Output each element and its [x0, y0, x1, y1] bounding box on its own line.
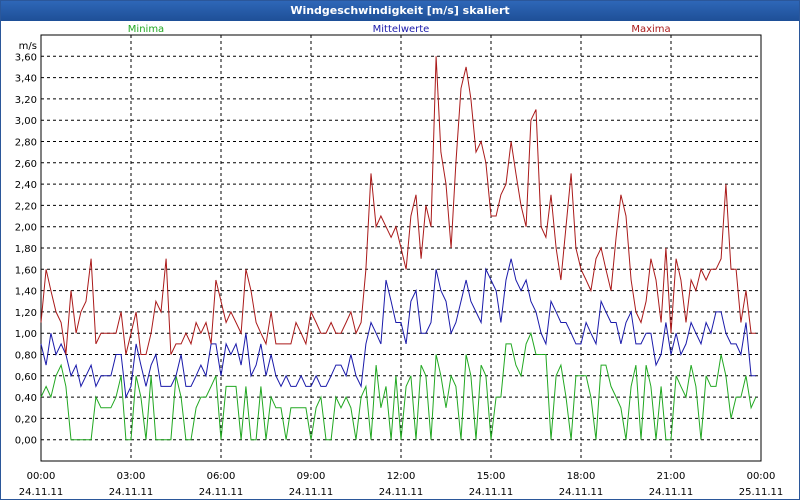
x-tick-date: 24.11.11	[199, 487, 244, 498]
x-tick-date: 24.11.11	[559, 487, 604, 498]
legend-maxima: Maxima	[631, 24, 670, 35]
x-tick-time: 18:00	[567, 471, 596, 482]
y-tick-label: 2,60	[15, 159, 37, 170]
x-tick-time: 15:00	[477, 471, 506, 482]
series-lines	[40, 56, 757, 441]
x-tick-time: 00:00	[747, 471, 776, 482]
y-tick-label: 3,40	[15, 74, 37, 85]
y-tick-label: 1,40	[15, 287, 37, 298]
x-tick-time: 06:00	[207, 471, 236, 482]
y-tick-label: 3,00	[15, 116, 37, 127]
chart-area: 0,00 0,20 0,40 0,60 0,80 1,00 1,20 1,40 1,60 1,80…	[15, 24, 784, 498]
x-tick-time: 12:00	[387, 471, 416, 482]
y-tick-label: 2,20	[15, 201, 37, 212]
y-tick-label: 1,60	[15, 265, 37, 276]
y-tick-label: 2,40	[15, 180, 37, 191]
y-tick-label: 3,60	[15, 52, 37, 63]
series-line-minima	[40, 331, 757, 441]
x-tick-date: 24.11.11	[649, 487, 694, 498]
legend-mittelwerte: Mittelwerte	[373, 24, 430, 35]
x-tick-time: 00:00	[27, 471, 56, 482]
x-tick-time: 21:00	[657, 471, 686, 482]
y-axis-label: m/s	[19, 41, 37, 52]
x-tick-date: 24.11.11	[109, 487, 154, 498]
y-tick-label: 1,80	[15, 244, 37, 255]
y-tick-label: 0,00	[15, 436, 37, 447]
x-tick-date: 24.11.11	[379, 487, 424, 498]
x-tick-date: 24.11.11	[469, 487, 514, 498]
y-axis: 0,00 0,20 0,40 0,60 0,80 1,00 1,20 1,40 1,60 1,80…	[15, 41, 37, 447]
y-tick-label: 0,40	[15, 393, 37, 404]
y-tick-label: 0,80	[15, 351, 37, 362]
y-tick-label: 0,20	[15, 414, 37, 425]
series-line-mittelwerte	[40, 258, 756, 399]
y-tick-label: 3,20	[15, 95, 37, 106]
x-tick-time: 03:00	[117, 471, 146, 482]
x-tick-date: 24.11.11	[289, 487, 334, 498]
grid	[40, 34, 762, 462]
y-tick-label: 2,80	[15, 138, 37, 149]
window-title: Windgeschwindigkeit [m/s] skaliert	[1, 1, 799, 21]
y-tick-label: 1,00	[15, 329, 37, 340]
x-axis: 00:00 24.11.11 03:00 24.11.11 06:00 24.11.11 0…	[19, 471, 784, 498]
legend: Minima Mittelwerte Maxima	[128, 24, 671, 35]
x-tick-time: 09:00	[297, 471, 326, 482]
series-line-maxima	[40, 56, 756, 355]
y-tick-label: 1,20	[15, 308, 37, 319]
y-tick-label: 0,60	[15, 372, 37, 383]
y-tick-label: 2,00	[15, 223, 37, 234]
x-tick-date: 25.11.11	[739, 487, 784, 498]
x-tick-date: 24.11.11	[19, 487, 64, 498]
legend-minima: Minima	[128, 24, 164, 35]
